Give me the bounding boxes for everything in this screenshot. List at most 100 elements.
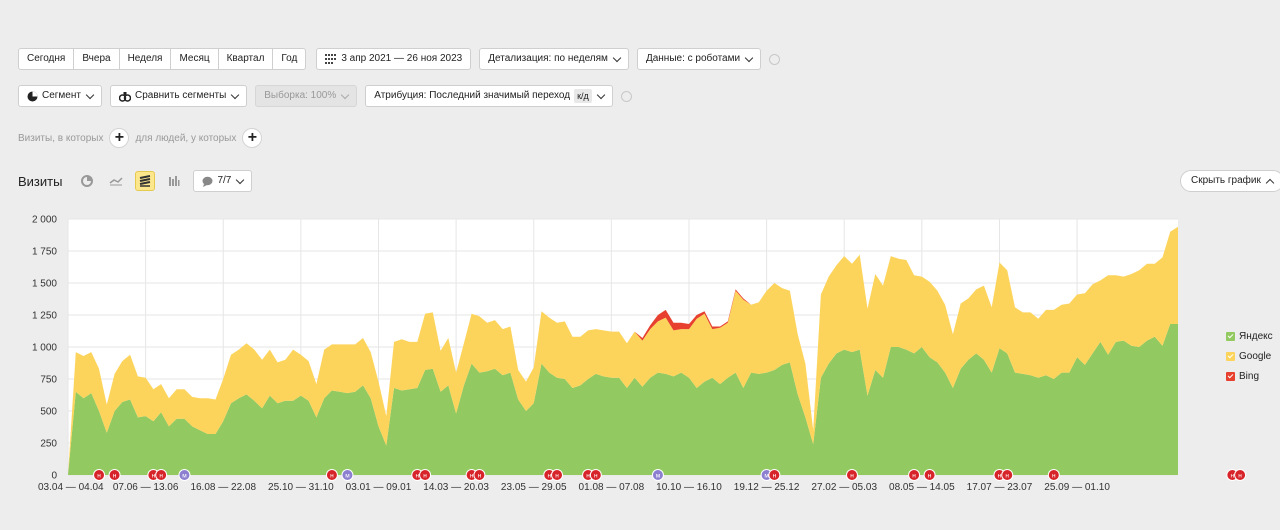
annotation-marker[interactable]: н: [473, 469, 486, 481]
legend-label: Яндекс: [1239, 331, 1273, 342]
annotation-marker[interactable]: н: [419, 469, 432, 481]
annotation-marker[interactable]: м: [651, 469, 664, 481]
svg-text:н: н: [152, 473, 156, 480]
annotation-marker[interactable]: н: [93, 469, 106, 481]
x-tick-label: 01.08 — 07.08: [579, 482, 645, 493]
annotations-count: 7/7: [217, 175, 232, 186]
chevron-down-icon: [596, 90, 606, 99]
annotations-dropdown[interactable]: 7/7: [193, 170, 253, 192]
add-people-filter-button[interactable]: +: [242, 128, 263, 148]
annotation-marker[interactable]: н: [923, 469, 936, 481]
svg-text:м: м: [656, 473, 661, 480]
detail-dropdown[interactable]: Детализация: по неделям: [479, 48, 629, 70]
report-header: Визиты 7/7: [18, 170, 253, 192]
checkbox-icon: [1226, 352, 1235, 361]
chevron-down-icon: [236, 175, 245, 184]
y-tick-label: 1 250: [32, 311, 57, 322]
period-week-button[interactable]: Неделя: [118, 48, 172, 70]
svg-text:н: н: [1231, 473, 1235, 480]
help-icon[interactable]: [769, 53, 781, 65]
chevron-up-icon: [1265, 178, 1275, 187]
chevron-down-icon: [341, 90, 350, 99]
people-filter-label: для людей, у которых: [135, 132, 237, 144]
toolbar-row-1: Сегодня Вчера Неделя Месяц Квартал Год 3…: [18, 48, 781, 70]
attribution-dropdown[interactable]: Атрибуция: Последний значимый переход к/д: [365, 85, 613, 107]
period-today-button[interactable]: Сегодня: [18, 48, 75, 70]
area-layers: [68, 226, 1178, 475]
checkbox-icon: [1226, 332, 1235, 341]
period-year-button[interactable]: Год: [272, 48, 307, 70]
x-tick-label: 23.05 — 29.05: [501, 482, 567, 493]
svg-text:н: н: [1052, 473, 1056, 480]
x-tick-label: 03.04 — 04.04: [38, 482, 104, 493]
legend-item-bing[interactable]: Bing: [1226, 371, 1259, 382]
report-title: Визиты: [18, 173, 63, 189]
area-google[interactable]: [68, 226, 1178, 475]
annotation-marker[interactable]: н: [1047, 469, 1060, 481]
compare-segments-dropdown[interactable]: Сравнить сегменты: [109, 85, 248, 107]
x-tick-label: 08.05 — 14.05: [889, 482, 955, 493]
period-month-button[interactable]: Месяц: [170, 48, 219, 70]
compare-icon: [118, 91, 131, 102]
y-tick-label: 1 750: [32, 247, 57, 258]
y-tick-label: 500: [40, 407, 57, 418]
legend-label: Google: [1239, 351, 1272, 362]
pie-chart-view-icon[interactable]: [77, 171, 97, 191]
help-icon[interactable]: [620, 90, 632, 102]
annotation-marker[interactable]: н: [551, 469, 564, 481]
checkbox-icon: [1226, 372, 1235, 381]
bar-chart-view-icon[interactable]: [164, 171, 184, 191]
visits-filter-label: Визиты, в которых: [18, 132, 104, 144]
x-tick-label: 19.12 — 25.12: [734, 482, 800, 493]
sample-label: Выборка: 100%: [264, 90, 337, 101]
area-yandex[interactable]: [68, 324, 1178, 475]
annotation-marker[interactable]: н: [908, 469, 921, 481]
segment-dropdown[interactable]: Сегмент: [18, 85, 102, 107]
x-axis: 03.04 — 04.04 07.06 — 13.06 16.08 — 22.08 2…: [38, 482, 1110, 493]
annotation-marker[interactable]: н: [1234, 469, 1247, 481]
stacked-area-view-icon[interactable]: [135, 171, 156, 191]
chevron-down-icon: [231, 90, 240, 99]
svg-text:н: н: [1005, 473, 1009, 480]
compare-label: Сравнить сегменты: [134, 90, 227, 101]
date-range-label: 3 апр 2021 — 26 ноя 2023: [341, 53, 463, 64]
annotation-marker[interactable]: н: [589, 469, 602, 481]
add-visits-filter-button[interactable]: +: [109, 128, 130, 148]
legend-label: Bing: [1239, 371, 1260, 382]
svg-text:н: н: [1238, 473, 1242, 480]
svg-text:н: н: [478, 473, 482, 480]
annotation-marker[interactable]: н: [108, 469, 121, 481]
sample-dropdown[interactable]: Выборка: 100%: [255, 85, 358, 107]
period-yesterday-button[interactable]: Вчера: [73, 48, 120, 70]
annotation-marker[interactable]: н: [155, 469, 168, 481]
x-tick-label: 25.09 — 01.10: [1044, 482, 1110, 493]
line-chart-view-icon[interactable]: [106, 171, 126, 191]
x-tick-label: 27.02 — 05.03: [811, 482, 877, 493]
svg-text:н: н: [555, 473, 559, 480]
legend-item-google[interactable]: Google: [1226, 351, 1271, 362]
annotation-marker[interactable]: н: [1001, 469, 1014, 481]
svg-text:н: н: [850, 473, 854, 480]
y-tick-label: 0: [51, 471, 57, 482]
annotation-marker[interactable]: м: [341, 469, 354, 481]
annotation-marker[interactable]: н: [768, 469, 781, 481]
annotation-marker[interactable]: н: [325, 469, 338, 481]
legend-item-yandex[interactable]: Яндекс: [1226, 331, 1273, 342]
svg-text:м: м: [764, 473, 769, 480]
data-mode-dropdown[interactable]: Данные: с роботами: [636, 48, 762, 70]
calendar-icon: [325, 54, 337, 64]
annotation-marker[interactable]: м: [178, 469, 191, 481]
date-range-button[interactable]: 3 апр 2021 — 26 ноя 2023: [316, 48, 472, 70]
hide-chart-button[interactable]: Скрыть график: [1180, 170, 1280, 192]
filter-row: Визиты, в которых + для людей, у которых…: [18, 128, 263, 148]
period-quarter-button[interactable]: Квартал: [217, 48, 274, 70]
comment-icon: [202, 176, 213, 187]
svg-text:н: н: [912, 473, 916, 480]
x-tick-label: 14.03 — 20.03: [423, 482, 489, 493]
svg-text:н: н: [773, 473, 777, 480]
x-tick-label: 16.08 — 22.08: [190, 482, 256, 493]
annotation-marker[interactable]: н: [845, 469, 858, 481]
x-tick-label: 07.06 — 13.06: [113, 482, 179, 493]
svg-text:н: н: [928, 473, 932, 480]
